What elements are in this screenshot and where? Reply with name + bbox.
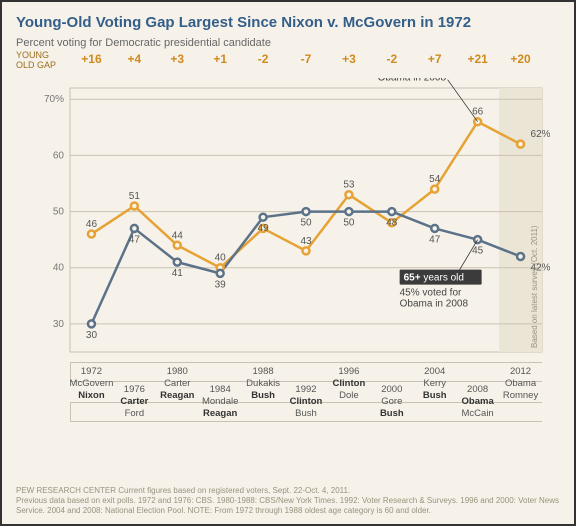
point-label: 39 — [215, 279, 227, 290]
gap-cell: +3 — [329, 52, 369, 66]
gap-cell: +21 — [458, 52, 498, 66]
svg-text:Obama in 2008: Obama in 2008 — [400, 299, 469, 310]
line-chart: 3040506070% 465144404353546662%304741394… — [30, 78, 550, 358]
point-label: 44 — [172, 230, 184, 241]
gap-cell: -7 — [286, 52, 326, 66]
point-label: 40 — [215, 253, 227, 264]
point-label: 45 — [472, 246, 484, 257]
gap-row-label: YOUNGOLD GAP — [16, 50, 56, 70]
marker-old — [431, 225, 438, 232]
point-label: 30 — [86, 330, 98, 341]
point-label: 41 — [172, 268, 184, 279]
gap-cell: +7 — [415, 52, 455, 66]
point-label: 51 — [129, 191, 141, 202]
gap-cell: +16 — [71, 52, 111, 66]
gap-cell: +3 — [157, 52, 197, 66]
point-label: 47 — [129, 234, 141, 245]
gap-cell: +4 — [114, 52, 154, 66]
marker-young — [303, 247, 310, 254]
marker-young — [88, 231, 95, 238]
marker-young — [431, 186, 438, 193]
marker-old — [217, 270, 224, 277]
marker-young — [345, 191, 352, 198]
marker-young — [474, 118, 481, 125]
callout-65plus: 65+ years old 45% voted for Obama in 200… — [400, 240, 482, 310]
svg-text:50: 50 — [53, 207, 65, 218]
point-label: 49 — [258, 223, 270, 234]
svg-text:40: 40 — [53, 263, 65, 274]
svg-text:30: 30 — [53, 319, 65, 330]
marker-old — [303, 208, 310, 215]
chart-title: Young-Old Voting Gap Largest Since Nixon… — [16, 14, 560, 31]
svg-text:60: 60 — [53, 150, 65, 161]
point-label: 50 — [300, 218, 312, 229]
svg-text:Obama in 2008: Obama in 2008 — [378, 78, 447, 84]
gap-cell: -2 — [372, 52, 412, 66]
svg-text:65+ years old: 65+ years old — [404, 273, 464, 284]
x-tick-election: 2012 Obama Romney — [494, 366, 548, 402]
svg-text:70%: 70% — [44, 94, 64, 105]
svg-text:45% voted for: 45% voted for — [400, 288, 462, 299]
point-label: 46 — [86, 219, 98, 230]
point-label: 54 — [429, 174, 441, 185]
marker-young — [174, 242, 181, 249]
gap-cell: +20 — [501, 52, 541, 66]
callout-18-29: 18-29 years old 66% voted for Obama in 2… — [378, 78, 478, 122]
marker-old — [388, 208, 395, 215]
gap-cell: -2 — [243, 52, 283, 66]
marker-old — [517, 253, 524, 260]
point-label: 53 — [343, 180, 355, 191]
point-label: 62% — [531, 129, 550, 140]
point-label: 48 — [386, 218, 398, 229]
shade-note: Based on latest survey (Oct. 2011) — [530, 225, 539, 348]
source-footnote: PEW RESEARCH CENTER Current figures base… — [16, 486, 560, 516]
x-axis: 1972 McGovern Nixon 1976 Carter Ford 198… — [30, 362, 550, 440]
marker-old — [345, 208, 352, 215]
marker-old — [174, 259, 181, 266]
gap-row: YOUNGOLD GAP +16+4+3+1-2-7+3-2+7+21+20 — [16, 52, 560, 78]
chart-subtitle: Percent voting for Democratic presidenti… — [16, 37, 560, 49]
marker-young — [517, 141, 524, 148]
marker-young — [131, 202, 138, 209]
marker-old — [88, 320, 95, 327]
marker-old — [260, 214, 267, 221]
point-label: 47 — [429, 234, 441, 245]
point-label: 43 — [300, 236, 312, 247]
marker-old — [131, 225, 138, 232]
chart-frame: Young-Old Voting Gap Largest Since Nixon… — [0, 0, 576, 526]
gap-cell: +1 — [200, 52, 240, 66]
point-label: 50 — [343, 218, 355, 229]
